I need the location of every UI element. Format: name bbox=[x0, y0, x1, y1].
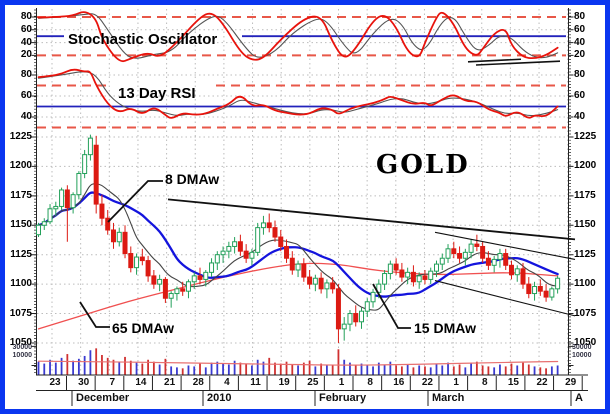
date-tick: 1 bbox=[338, 376, 345, 388]
price-ytick-left: 1125 bbox=[10, 248, 32, 260]
stoch-ytick-left: 60 bbox=[20, 23, 32, 35]
date-tick: 14 bbox=[135, 376, 147, 388]
rsi-ytick-left: 80 bbox=[20, 69, 32, 80]
rsi-line bbox=[37, 68, 559, 119]
date-tick: 28 bbox=[192, 376, 204, 388]
price-ytick-left: 1225 bbox=[9, 131, 32, 142]
date-tick: 15 bbox=[507, 376, 519, 388]
major-ticks bbox=[31, 16, 574, 366]
rsi-ytick-left: 60 bbox=[20, 90, 32, 101]
axes bbox=[31, 8, 588, 406]
rsi-signal-line bbox=[37, 71, 559, 117]
price-ytick-right: 1200 bbox=[574, 160, 597, 172]
date-tick: 29 bbox=[565, 376, 577, 388]
annotation-15dma: 15 DMAw bbox=[414, 320, 476, 336]
annotation-8dma: 8 DMAw bbox=[165, 171, 220, 187]
date-tick: 21 bbox=[164, 376, 176, 388]
price-ytick-right: 1150 bbox=[574, 219, 596, 231]
stoch-ytick-left: 20 bbox=[20, 49, 32, 61]
month-label: A bbox=[575, 391, 583, 404]
date-tick: 19 bbox=[278, 376, 290, 388]
annotation-65dma: 65 DMAw bbox=[112, 320, 174, 336]
month-label: December bbox=[76, 391, 130, 404]
stoch-ytick-right: 20 bbox=[574, 49, 586, 61]
price-ytick-left: 1100 bbox=[10, 278, 32, 290]
price-chart-title: GOLD bbox=[376, 150, 470, 180]
date-tick: 4 bbox=[224, 376, 230, 388]
stochastic-k-line bbox=[37, 11, 559, 63]
date-tick: 11 bbox=[250, 376, 261, 388]
trendlines bbox=[167, 58, 576, 317]
stoch-ytick-left: 40 bbox=[20, 36, 32, 48]
volume-ytick-right: 30000 bbox=[572, 344, 592, 351]
price-ytick-left: 1150 bbox=[10, 219, 32, 231]
date-tick: 22 bbox=[536, 376, 548, 388]
date-tick: 8 bbox=[481, 376, 488, 388]
stoch-ytick-right: 40 bbox=[574, 36, 586, 48]
price-ytick-left: 1075 bbox=[9, 307, 32, 319]
date-tick: 16 bbox=[393, 376, 405, 388]
date-tick: 1 bbox=[453, 376, 459, 388]
date-tick: 30 bbox=[78, 376, 90, 388]
volume-ma-line bbox=[37, 360, 559, 366]
price-ytick-right: 1100 bbox=[574, 278, 596, 290]
price-ytick-right: 1125 bbox=[574, 248, 596, 260]
price-ytick-left: 1200 bbox=[9, 160, 32, 172]
rsi-ytick-right: 60 bbox=[574, 90, 586, 101]
volume-ytick-left: 30000 bbox=[12, 344, 32, 351]
month-label: February bbox=[319, 391, 367, 404]
volume-ytick-left: 10000 bbox=[12, 352, 32, 359]
ma-15-line bbox=[37, 191, 559, 298]
stoch-ytick-left: 80 bbox=[20, 11, 32, 22]
rsi-title: 13 Day RSI bbox=[118, 85, 196, 102]
price-ytick-left: 1050 bbox=[9, 336, 32, 348]
price-ytick-left: 1175 bbox=[10, 189, 32, 201]
date-tick: 22 bbox=[421, 376, 433, 388]
stoch-ytick-right: 80 bbox=[574, 11, 586, 22]
stoch-ytick-right: 60 bbox=[574, 23, 586, 35]
rsi-ytick-right: 80 bbox=[574, 69, 586, 80]
rsi-ytick-left: 40 bbox=[20, 111, 32, 122]
price-ytick-right: 1075 bbox=[574, 307, 597, 319]
month-label: 2010 bbox=[207, 391, 232, 404]
rsi-ytick-right: 40 bbox=[574, 111, 586, 122]
candlesticks bbox=[36, 134, 561, 343]
price-ytick-right: 1225 bbox=[574, 131, 597, 142]
price-ytick-right: 1050 bbox=[574, 336, 597, 348]
month-label: March bbox=[432, 391, 465, 404]
ma-65-line bbox=[37, 262, 559, 330]
volume-ytick-right: 10000 bbox=[572, 352, 592, 359]
date-tick: 8 bbox=[367, 376, 373, 388]
date-tick: 23 bbox=[49, 376, 61, 388]
price-ytick-right: 1175 bbox=[574, 189, 596, 201]
ma-8-line bbox=[37, 183, 559, 311]
date-tick: 25 bbox=[307, 376, 319, 388]
minor-ticks bbox=[34, 9, 571, 374]
stochastic-d-line bbox=[37, 13, 559, 59]
stochastic-title: Stochastic Oscillator bbox=[68, 31, 218, 48]
date-tick: 7 bbox=[109, 376, 116, 388]
annotation-pointers bbox=[79, 180, 411, 329]
